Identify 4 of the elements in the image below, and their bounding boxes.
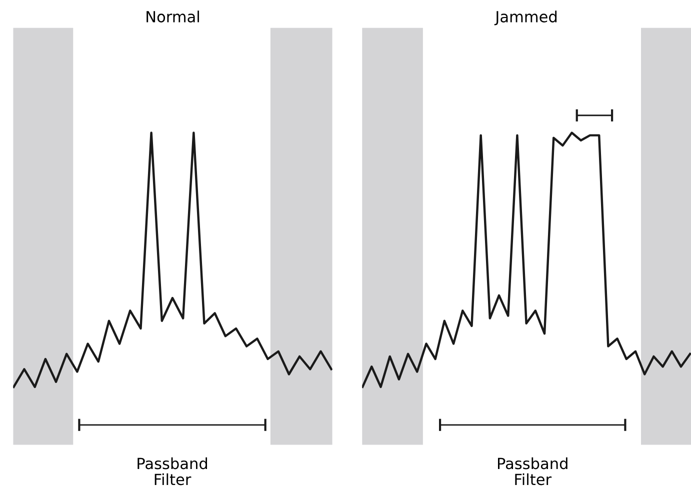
text: Passband Filter	[138, 457, 208, 486]
chart-title: Jammed	[494, 10, 557, 26]
text: Passband Filter	[498, 457, 568, 486]
chart-title: Normal	[146, 10, 199, 22]
